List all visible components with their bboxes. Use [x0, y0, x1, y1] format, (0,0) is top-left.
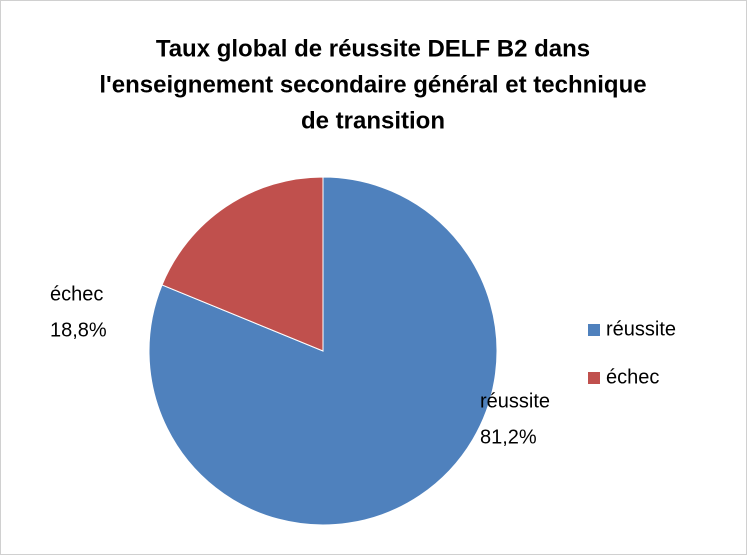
- legend-swatch: [588, 324, 600, 336]
- chart-title: Taux global de réussite DELF B2 dans: [156, 35, 590, 62]
- legend-label: réussite: [606, 318, 676, 340]
- slice-value-label: 18,8%: [50, 319, 107, 341]
- legend-label: échec: [606, 366, 659, 388]
- chart-title: l'enseignement secondaire général et tec…: [99, 71, 646, 98]
- slice-label: réussite: [480, 390, 550, 412]
- legend-swatch: [588, 372, 600, 384]
- chart-title: de transition: [301, 107, 445, 134]
- pie-slice: [161, 176, 324, 352]
- slice-label: échec: [50, 283, 103, 305]
- slice-value-label: 81,2%: [480, 426, 537, 448]
